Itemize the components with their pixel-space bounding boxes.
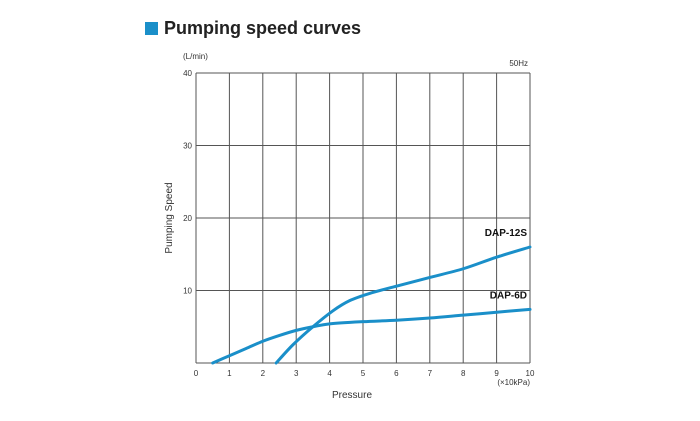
y-axis-title: Pumping Speed: [164, 182, 175, 253]
y-unit-label: (L/min): [183, 52, 208, 61]
chart-series: DAP-12S DAP-6D: [211, 228, 532, 365]
frequency-label: 50Hz: [509, 59, 528, 68]
x-tick-label: 10: [526, 369, 535, 378]
x-tick-label: 7: [428, 369, 433, 378]
y-tick-label: 30: [183, 142, 192, 151]
series-line-dap-12s: [274, 245, 532, 365]
chart-heading-title: Pumping speed curves: [164, 18, 362, 38]
chart-ticks: 0 1 2 3 4 5 6 7 8 9 10 10 20 30 40: [183, 69, 535, 378]
x-tick-label: 3: [294, 369, 299, 378]
x-unit-label: (×10kPa): [497, 378, 530, 387]
x-tick-label: 0: [194, 369, 199, 378]
x-tick-label: 5: [361, 369, 366, 378]
x-axis-title: Pressure: [332, 390, 372, 401]
heading-square-icon: [145, 22, 158, 35]
x-tick-label: 1: [227, 369, 232, 378]
y-tick-label: 40: [183, 69, 192, 78]
x-tick-label: 8: [461, 369, 466, 378]
chart-heading: Pumping speed curves: [145, 18, 361, 39]
x-tick-label: 9: [494, 369, 499, 378]
x-tick-label: 2: [261, 369, 266, 378]
y-tick-label: 20: [183, 214, 192, 223]
series-line-dap-6d: [211, 307, 532, 365]
chart-grid: [195, 72, 531, 364]
y-tick-label: 10: [183, 287, 192, 296]
x-tick-label: 4: [327, 369, 332, 378]
x-tick-label: 6: [394, 369, 399, 378]
series-label: DAP-6D: [490, 290, 527, 301]
series-label: DAP-12S: [485, 228, 528, 239]
